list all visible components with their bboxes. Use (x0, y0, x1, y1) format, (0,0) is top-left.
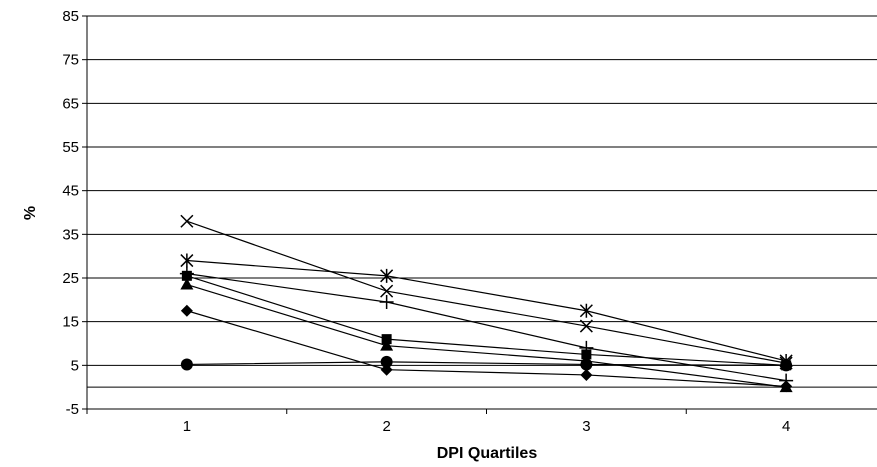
gridlines (87, 15, 877, 388)
series-triangle (180, 278, 793, 393)
data-point-asterisk (380, 268, 394, 283)
axes (82, 15, 877, 414)
series-line-triangle (186, 283, 787, 388)
x-tick-label: 4 (782, 418, 790, 435)
data-point-triangle (180, 278, 194, 290)
series-plus (179, 266, 794, 388)
y-tick-label: 25 (62, 270, 79, 287)
series-diamond (180, 304, 793, 393)
data-point-x (380, 284, 394, 298)
data-point-asterisk (180, 253, 194, 268)
x-tick-label: 3 (582, 418, 590, 435)
y-tick-label: 35 (62, 226, 79, 243)
y-tick-label: 55 (62, 139, 79, 156)
data-point-circle (780, 359, 793, 372)
x-tick-label: 2 (382, 418, 390, 435)
series-line-circle (186, 361, 787, 366)
series-line-diamond (186, 310, 787, 387)
series-group (179, 214, 794, 393)
data-point-plus (379, 295, 394, 310)
data-point-plus (779, 373, 794, 388)
y-tick-labels: 85 75 65 55 45 35 25 15 5 -5 (62, 8, 79, 418)
series-circle (180, 355, 793, 372)
y-tick-label: -5 (66, 401, 79, 418)
y-axis-title: % (22, 206, 39, 220)
series-line-square (186, 275, 787, 366)
series-line-asterisk (186, 259, 787, 362)
x-tick-label: 1 (183, 418, 191, 435)
data-point-plus (179, 266, 194, 281)
data-point-circle (380, 355, 393, 368)
y-tick-label: 5 (71, 357, 79, 374)
data-point-x (579, 319, 593, 333)
data-point-x (180, 214, 194, 228)
data-point-square (381, 334, 392, 345)
y-tick-label: 15 (62, 314, 79, 331)
y-tick-label: 65 (62, 95, 79, 112)
data-point-diamond (180, 304, 193, 317)
y-tick-label: 85 (62, 8, 79, 25)
y-tick-label: 45 (62, 183, 79, 200)
data-point-circle (180, 358, 193, 371)
data-point-circle (580, 358, 593, 371)
data-point-plus (579, 340, 594, 355)
data-point-diamond (580, 368, 593, 381)
series-line-plus (186, 273, 787, 382)
data-point-triangle (380, 339, 394, 351)
x-axis-title: DPI Quartiles (437, 445, 538, 462)
data-point-asterisk (579, 303, 593, 318)
series-x (180, 214, 793, 370)
y-tick-label: 75 (62, 52, 79, 69)
series-line-x (186, 220, 787, 364)
x-tick-labels: 1 2 3 4 (183, 418, 791, 435)
